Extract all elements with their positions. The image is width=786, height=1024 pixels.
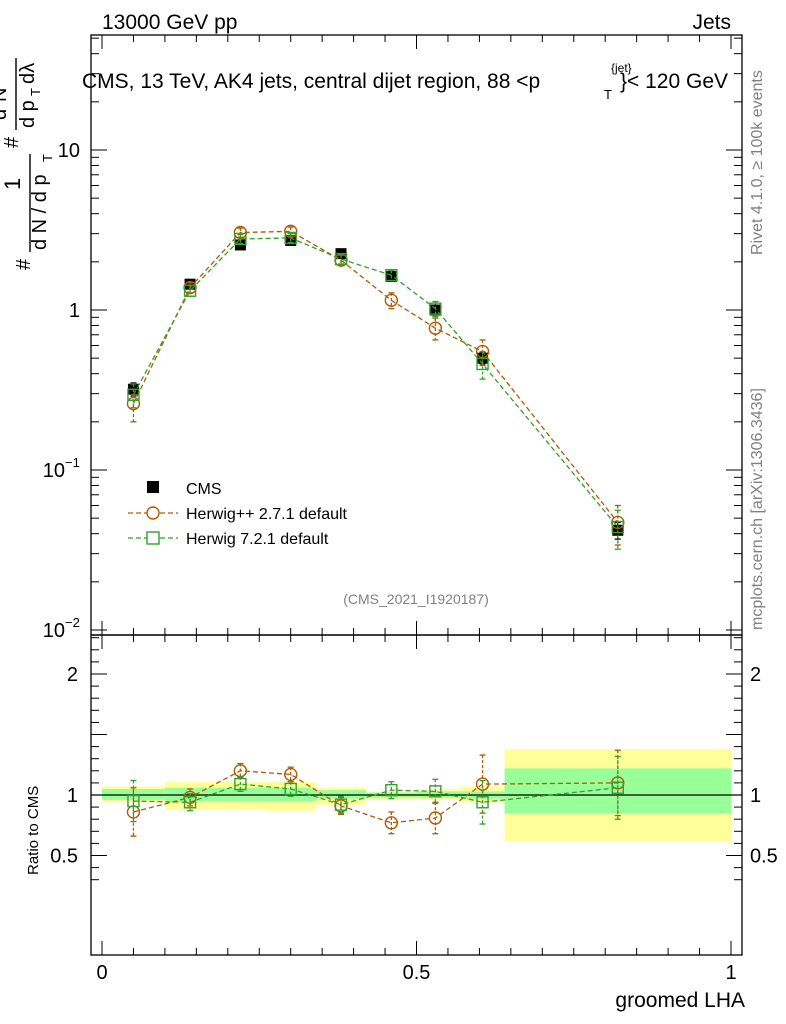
ylabel-hash-1: # [13,258,35,270]
ratio-point-1-8 [611,781,624,794]
legend-label-herwigpp: Herwig++ 2.7.1 default [186,506,348,523]
ytick-label-0: 10 −2 [43,615,80,642]
ylabel-t-sub-1: T [40,154,55,162]
ratio-point-1-7 [476,796,489,809]
ratio-point-1-4 [334,798,348,811]
title-tail: }< 120 GeV [620,70,728,93]
ratio-point-0-3 [284,767,298,782]
ytick-label-1: 10 −1 [43,455,80,482]
main-point-2-6 [429,302,442,315]
title-sub: T [604,87,612,102]
ratio-point-1-3 [284,782,297,796]
legend: CMS Herwig++ 2.7.1 default Herwig 7.2.1 … [128,481,348,548]
main-point-2-1 [183,284,197,297]
ylabel-one: 1 [0,178,25,190]
ylabel-ddp: d p [17,100,39,128]
legend-marker-herwig7 [146,531,160,545]
ylabel-n: N [0,88,11,102]
band-inner-4 [315,790,367,799]
plot-title: CMS, 13 TeV, AK4 jets, central dijet reg… [82,61,728,102]
ratio-point-0-5 [384,816,399,830]
ytick-label-exp-1: −1 [65,455,80,470]
ratio-point-0-6 [428,811,443,825]
ratio-ylabel: Ratio to CMS [25,786,42,875]
rtick-label-left-1: 1 [67,785,78,807]
rtick-label-right-2: 2 [750,664,761,686]
main-point-1-5 [384,293,399,307]
mcplots-label: mcplots.cern.ch [arXiv:1306.3436] [749,388,766,630]
band-inner-6 [416,791,461,798]
ytick-label-base-1: 10 [43,460,65,482]
main-point-2-4 [334,252,348,266]
main-point-2-2 [234,232,247,246]
ratio-line-1 [133,783,618,806]
ylabel-dlambda: dλ [17,63,39,84]
main-point-1-6 [428,321,443,335]
ytick-label-2: 1 [69,300,80,322]
ratio-point-1-5 [385,783,398,797]
main-point-2-0 [127,388,140,402]
main-point-1-2 [233,225,248,240]
legend-marker-herwigpp [146,506,160,520]
main-point-2-8 [611,520,624,534]
legend-marker-cms [147,481,159,493]
xtick-label-0: 0 [96,962,107,984]
band-inner-1 [164,787,209,802]
xtick-label-2: 1 [725,962,736,984]
rtick-label-right-1: 1 [750,785,761,807]
main-series [126,224,625,550]
main-ylabel: # 1 d N / d p T # d 2 N d p T dλ [0,58,55,270]
ylabel-t-sub-2: T [28,88,43,96]
ytick-label-base-2: 1 [69,300,80,322]
main-point-2-7 [476,357,489,371]
main-line-1 [132,230,619,523]
ytick-label-3: 10 [58,140,80,162]
legend-label-herwig7: Herwig 7.2.1 default [186,531,329,548]
ratio-point-1-6 [429,785,442,798]
title-sup: {jet} [611,61,632,75]
ratio-series [126,749,625,837]
ytick-label-exp-0: −2 [65,615,80,630]
main-point-0-8 [612,524,624,536]
main-point-0-6 [429,304,441,316]
legend-label-cms: CMS [186,481,222,498]
rtick-label-left-0: 0.5 [50,846,78,868]
ylabel-hash-2: # [1,136,23,148]
ratio-point-1-1 [183,796,197,809]
ratio-line-0 [133,770,618,824]
ratio-bands [91,749,742,841]
title-main: CMS, 13 TeV, AK4 jets, central dijet reg… [82,70,540,93]
main-point-2-5 [385,269,398,282]
ylabel-d: d [0,109,11,120]
main-point-1-0 [126,396,141,411]
ratio-point-1-0 [127,794,140,808]
ytick-label-base-3: 10 [58,140,80,162]
ratio-point-1-2 [234,777,247,791]
rtick-label-right-0: 0.5 [750,846,778,868]
xlabel: groomed LHA [615,989,745,1012]
ylabel-sq: 2 [0,101,1,108]
header-right: Jets [692,11,731,34]
xtick-label-1: 0.5 [403,962,431,984]
ratio-point-0-7 [475,777,490,791]
watermark: (CMS_2021_I1920187) [343,591,489,607]
band-inner-2 [208,787,266,802]
rivet-label: Rivet 4.1.0, ≥ 100k events [749,70,766,255]
rtick-label-left-2: 2 [67,664,78,686]
ylabel-denominator: d N / d p [29,174,51,250]
ytick-label-base-0: 10 [43,620,65,642]
main-point-2-3 [284,231,297,245]
header-left: 13000 GeV pp [102,11,237,34]
main-line-2 [132,237,619,528]
